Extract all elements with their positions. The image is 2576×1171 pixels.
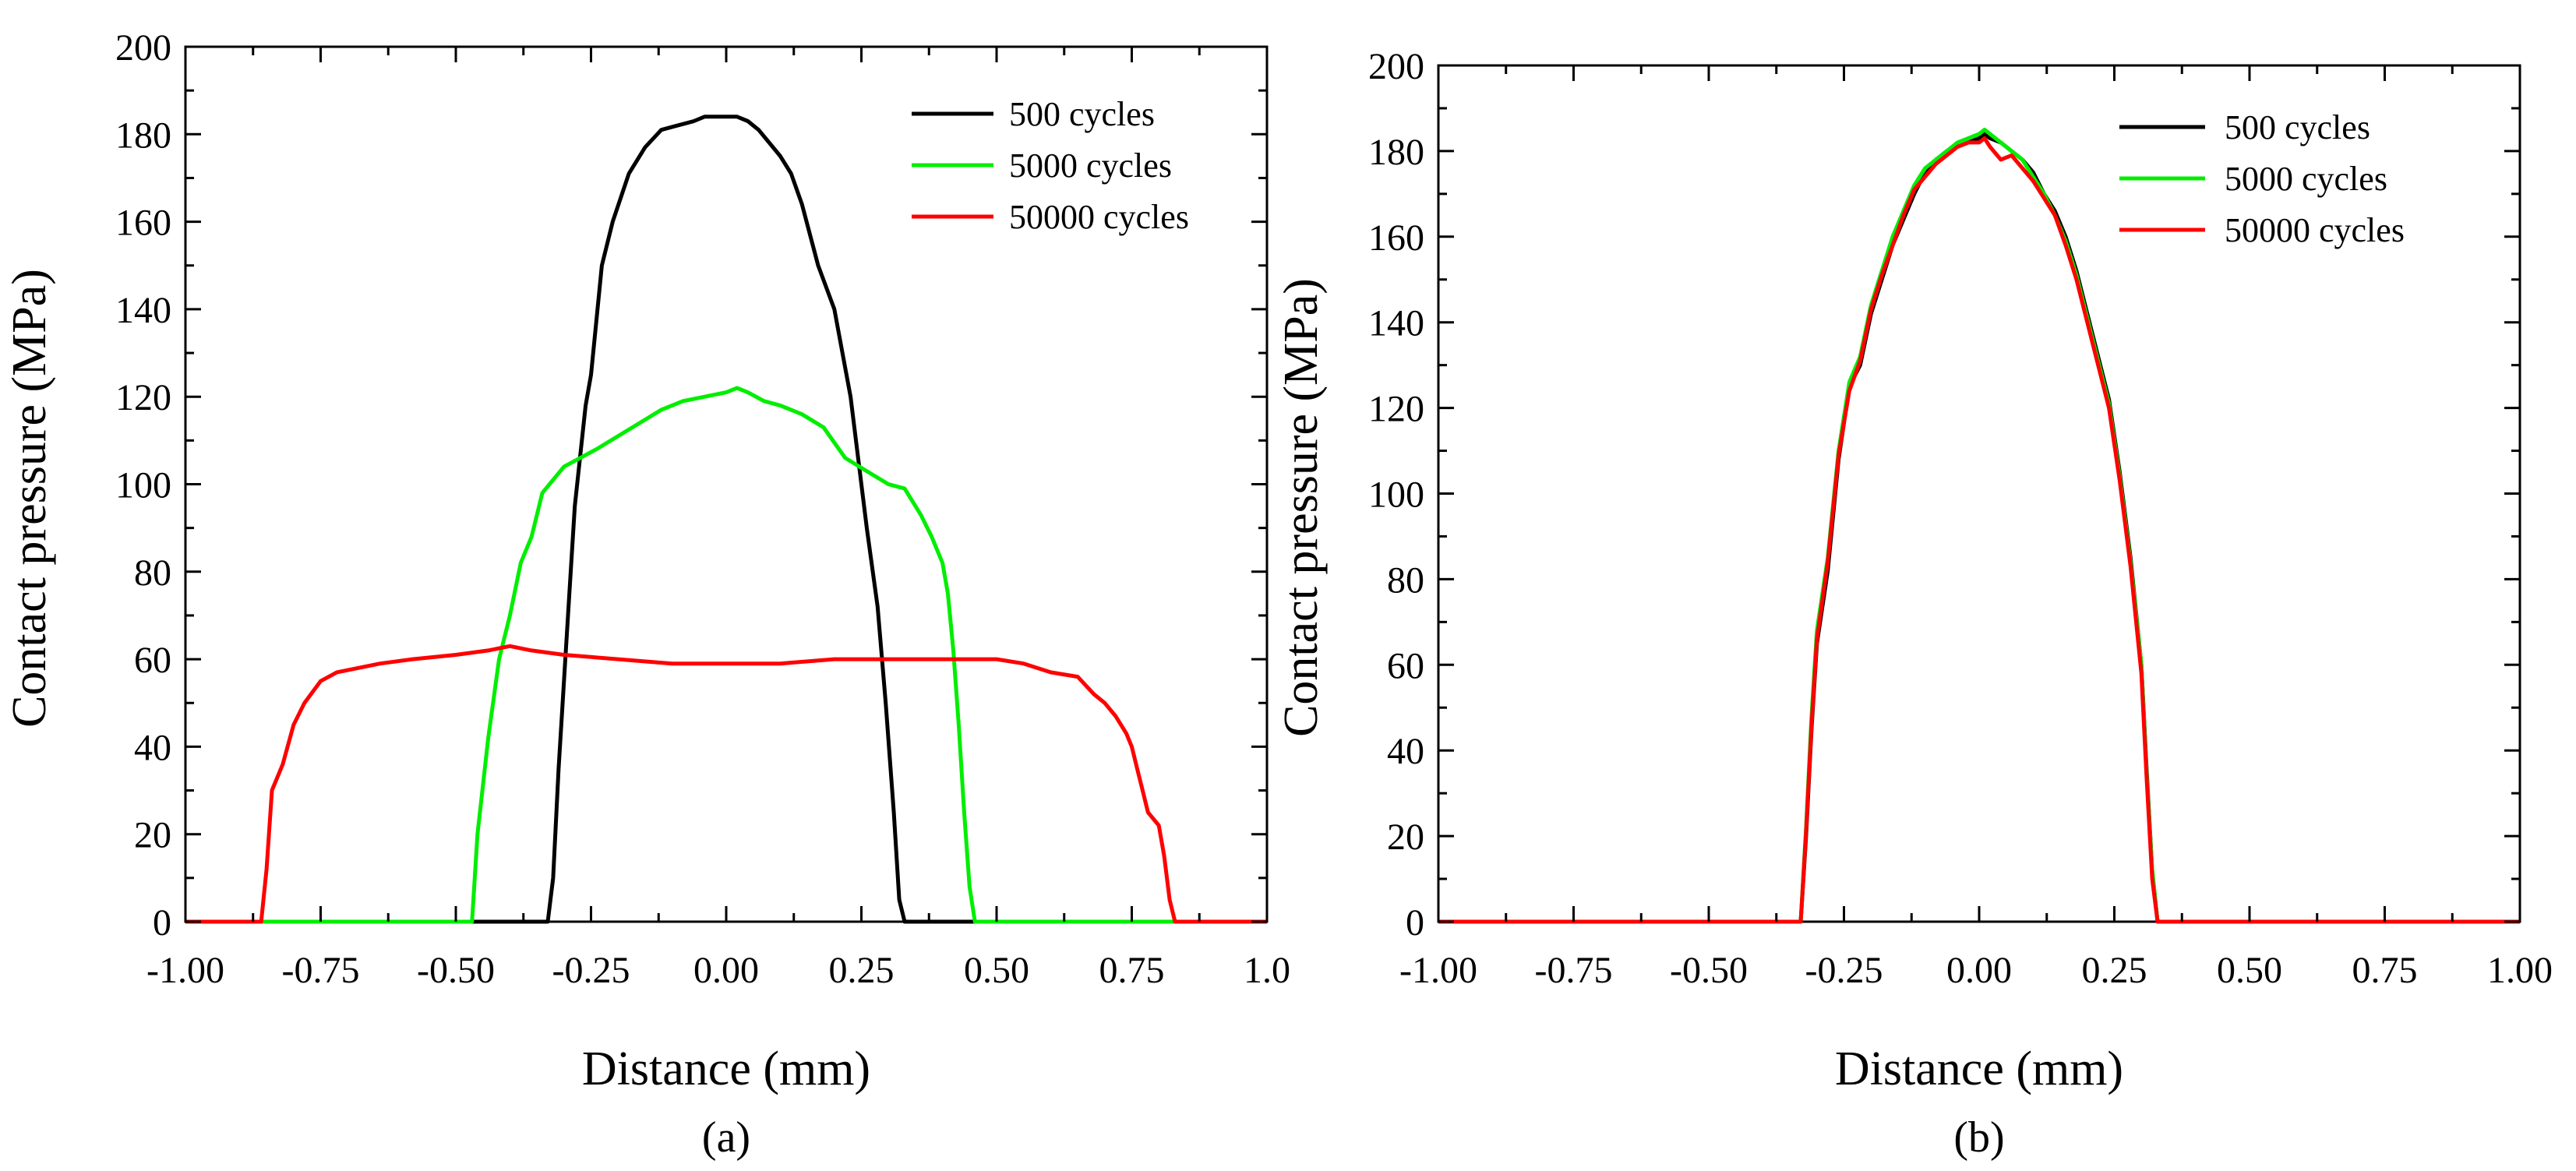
legend: 500 cycles 5000 cycles 50000 cycles — [912, 95, 1189, 236]
y-tick-label: 60 — [134, 640, 171, 681]
series-line-500-cycles — [1438, 132, 2520, 924]
legend-label: 500 cycles — [2225, 108, 2370, 146]
x-tick-label: 0.00 — [693, 950, 759, 991]
y-tick-label: 40 — [134, 727, 171, 768]
y-tick-label: 200 — [115, 27, 171, 69]
x-tick-label: 0.00 — [1946, 950, 2012, 991]
y-tick-label: 180 — [1368, 132, 1424, 173]
x-tick-label: -0.50 — [1670, 950, 1748, 991]
y-tick-label: 140 — [1368, 303, 1424, 344]
x-tick-label: -1.00 — [146, 950, 224, 991]
y-tick-label: 120 — [1368, 389, 1424, 430]
legend-label: 5000 cycles — [2225, 160, 2387, 198]
series-line-50000-cycles — [185, 644, 1267, 924]
x-tick-label: 1.00 — [2487, 950, 2553, 991]
y-tick-label: 100 — [1368, 474, 1424, 516]
y-tick-label: 60 — [1387, 645, 1424, 686]
x-tick-label: -0.25 — [552, 950, 630, 991]
series-line-50000-cycles — [1438, 136, 2520, 924]
y-tick-label: 0 — [153, 902, 171, 944]
y-tick-label: 160 — [1368, 217, 1424, 259]
x-tick-label: 0.50 — [964, 950, 1029, 991]
y-tick-label: 180 — [115, 115, 171, 156]
x-tick-label: 0.50 — [2217, 950, 2282, 991]
x-tick-label: -0.75 — [282, 950, 360, 991]
x-tick-label: 1.0 — [1244, 950, 1290, 991]
chart-panel-a: -1.00 -0.75 -0.50 -0.25 0.00 0.25 0.50 0.75 1.0 0… — [3, 27, 1290, 1162]
x-tick-label: 0.75 — [2352, 950, 2418, 991]
legend: 500 cycles 5000 cycles 50000 cycles — [2119, 108, 2405, 249]
panel-caption: (b) — [1953, 1113, 2004, 1162]
y-tick-label: 20 — [134, 815, 171, 856]
legend-label: 50000 cycles — [2225, 211, 2405, 249]
y-tick-label: 100 — [115, 465, 171, 506]
y-tick-label: 160 — [115, 203, 171, 244]
chart-panel-b: -1.00 -0.75 -0.50 -0.25 0.00 0.25 0.50 0.75 1.00… — [1275, 46, 2553, 1162]
y-tick-label: 140 — [115, 290, 171, 331]
y-tick-label: 80 — [134, 552, 171, 594]
x-tick-label: 0.25 — [829, 950, 895, 991]
x-axis-title: Distance (mm) — [1835, 1042, 2123, 1095]
legend-label: 5000 cycles — [1009, 146, 1172, 185]
legend-label: 500 cycles — [1009, 95, 1155, 133]
x-tick-label: 0.75 — [1099, 950, 1165, 991]
legend-label: 50000 cycles — [1009, 198, 1189, 236]
y-tick-label: 20 — [1387, 817, 1424, 858]
panel-caption: (a) — [702, 1113, 750, 1162]
x-tick-label: -0.75 — [1535, 950, 1613, 991]
y-tick-label: 120 — [115, 377, 171, 418]
x-tick-label: -1.00 — [1399, 950, 1477, 991]
y-tick-label: 200 — [1368, 46, 1424, 87]
y-axis-title: Contact pressure (MPa) — [3, 269, 56, 728]
y-tick-label: 0 — [1406, 902, 1424, 944]
series-line-500-cycles — [185, 115, 1267, 924]
series-line-5000-cycles — [185, 386, 1267, 924]
x-tick-label: -0.25 — [1805, 950, 1883, 991]
y-tick-label: 40 — [1387, 731, 1424, 772]
x-axis-title: Distance (mm) — [582, 1042, 870, 1095]
y-axis-title: Contact pressure (MPa) — [1275, 278, 1328, 737]
x-tick-label: 0.25 — [2082, 950, 2147, 991]
y-tick-label: 80 — [1387, 559, 1424, 601]
x-tick-label: -0.50 — [417, 950, 495, 991]
